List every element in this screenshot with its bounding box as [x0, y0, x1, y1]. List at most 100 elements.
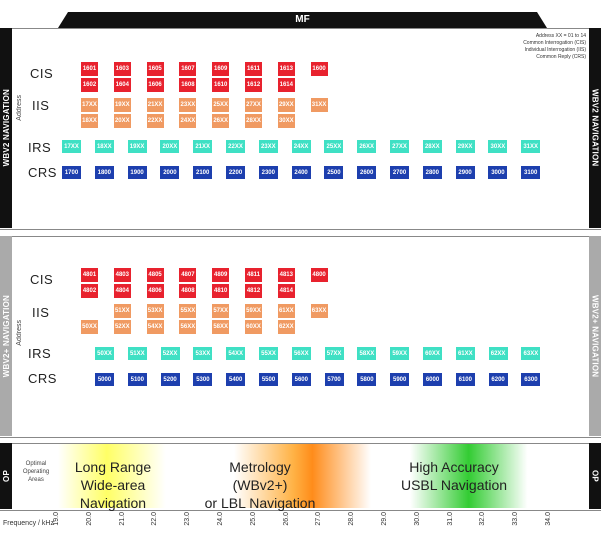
frequency-tick: 23.0 [184, 512, 192, 526]
crs-cell: 2900 [455, 166, 475, 179]
frequency-tick: 22.0 [151, 512, 159, 526]
crs-cell: 2700 [390, 166, 409, 179]
iis-cell: 57XX [212, 304, 230, 318]
cis-cell: 1608 [179, 78, 197, 92]
wbv2plus-label-right: WBV2+ NAVIGATION [590, 294, 600, 378]
row-label-irs-2: IRS [28, 346, 52, 361]
irs-cell: 52XX [160, 347, 180, 360]
irs-cell: 58XX [357, 347, 377, 360]
irs-cell: 31XX [521, 140, 541, 153]
op-area-metrology: Metrology (WBv2+) or LBL Navigation [204, 458, 316, 512]
cis-cell: 4807 [179, 268, 197, 282]
crs-cell: 1700 [62, 166, 81, 179]
cis-cell: 4803 [113, 268, 131, 282]
iis-cell: 50XX [81, 320, 98, 334]
op-area-line: Long Range [74, 459, 152, 475]
irs-cell: 30XX [488, 140, 508, 153]
cis-cell: 1614 [277, 78, 295, 92]
crs-cell: 6300 [521, 373, 541, 386]
irs-cell: 61XX [455, 347, 475, 360]
irs-cell: 18XX [94, 140, 114, 153]
crs-cell: 2500 [324, 166, 344, 179]
mf-header: MF [58, 12, 547, 28]
iis-cell: 27XX [245, 98, 262, 112]
wbv2-band [0, 28, 601, 230]
irs-cell: 29XX [455, 140, 475, 153]
cis-cell: 1604 [113, 78, 131, 92]
iis-cell: 17XX [81, 98, 98, 112]
cis-cell: 4801 [81, 268, 98, 282]
iis-cell: 56XX [179, 320, 197, 334]
cis-cell: 1605 [146, 62, 164, 76]
frequency-tick: 32.0 [479, 512, 487, 526]
cis-cell: 4805 [146, 268, 164, 282]
legend-line: Address XX = 01 to 14 [535, 33, 586, 39]
op-gradient [58, 444, 547, 508]
iis-cell: 30XX [277, 114, 295, 128]
op-area-high-accuracy: High Accuracy USBL Navigation [398, 458, 510, 494]
wbv2plus-sidebar-right: WBV2+ NAVIGATION [589, 236, 601, 436]
op-area-line: or LBL Navigation [204, 495, 316, 511]
crs-cell: 5900 [390, 373, 410, 386]
iis-cell: 58XX [212, 320, 230, 334]
row-label-cis-2: CIS [30, 272, 54, 287]
cis-cell: 4811 [245, 268, 262, 282]
crs-cell: 5300 [193, 373, 213, 386]
crs-cell: 5100 [127, 373, 147, 386]
iis-cell: 61XX [277, 304, 295, 318]
row-label-irs: IRS [28, 140, 52, 155]
legend: Address XX = 01 to 14 Common Interrogati… [470, 33, 586, 61]
iis-cell: 26XX [212, 114, 230, 128]
wbv2plus-band [0, 236, 601, 438]
irs-cell: 55XX [259, 347, 278, 360]
cis-cell: 1601 [81, 62, 98, 76]
irs-cell: 24XX [291, 140, 311, 153]
crs-cell: 6200 [488, 373, 508, 386]
op-area-line: USBL Navigation [400, 477, 508, 493]
iis-cell: 31XX [310, 98, 328, 112]
iis-cell: 55XX [179, 304, 197, 318]
irs-cell: 25XX [324, 140, 344, 153]
crs-cell: 2300 [258, 166, 278, 179]
iis-cell: 23XX [179, 98, 197, 112]
crs-cell: 1800 [94, 166, 114, 179]
irs-cell: 54XX [226, 347, 246, 360]
frequency-tick: 19.0 [53, 512, 60, 526]
irs-cell: 63XX [521, 347, 541, 360]
frequency-tick: 24.0 [217, 512, 224, 526]
cis-cell: 1606 [146, 78, 164, 92]
irs-cell: 60XX [423, 347, 442, 360]
iis-cell: 52XX [113, 320, 131, 334]
frequency-tick: 29.0 [381, 512, 388, 526]
iis-cell: 18XX [81, 114, 98, 128]
cis-cell: 4802 [81, 284, 98, 298]
row-label-iis-2: IIS [32, 305, 50, 320]
irs-cell: 22XX [226, 140, 245, 153]
crs-cell: 5500 [259, 373, 278, 386]
iis-cell: 63XX [310, 304, 328, 318]
row-label-cis: CIS [30, 66, 54, 81]
frequency-tick: 25.0 [249, 512, 257, 526]
irs-cell: 20XX [160, 140, 180, 153]
irs-cell: 27XX [390, 140, 409, 153]
row-label-crs-2: CRS [28, 371, 57, 386]
wbv2plus-sidebar-left: WBV2+ NAVIGATION [0, 236, 12, 436]
crs-cell: 5800 [357, 373, 377, 386]
cis-cell: 4804 [113, 284, 131, 298]
wbv2-label-right: WBV2 NAVIGATION [590, 89, 600, 167]
irs-cell: 19XX [127, 140, 147, 153]
crs-cell: 2200 [226, 166, 245, 179]
irs-cell: 56XX [291, 347, 311, 360]
iis-cell: 20XX [113, 114, 131, 128]
cis-cell: 4800 [310, 268, 328, 282]
frequency-tick: 26.0 [282, 512, 290, 526]
iis-cell: 53XX [146, 304, 164, 318]
iis-cell: 60XX [245, 320, 262, 334]
iis-cell: 29XX [277, 98, 295, 112]
legend-line: Common Reply (CRS) [536, 54, 586, 60]
frequency-tick: 30.0 [413, 512, 421, 526]
cis-cell: 1611 [245, 62, 262, 76]
crs-cell: 2100 [193, 166, 213, 179]
